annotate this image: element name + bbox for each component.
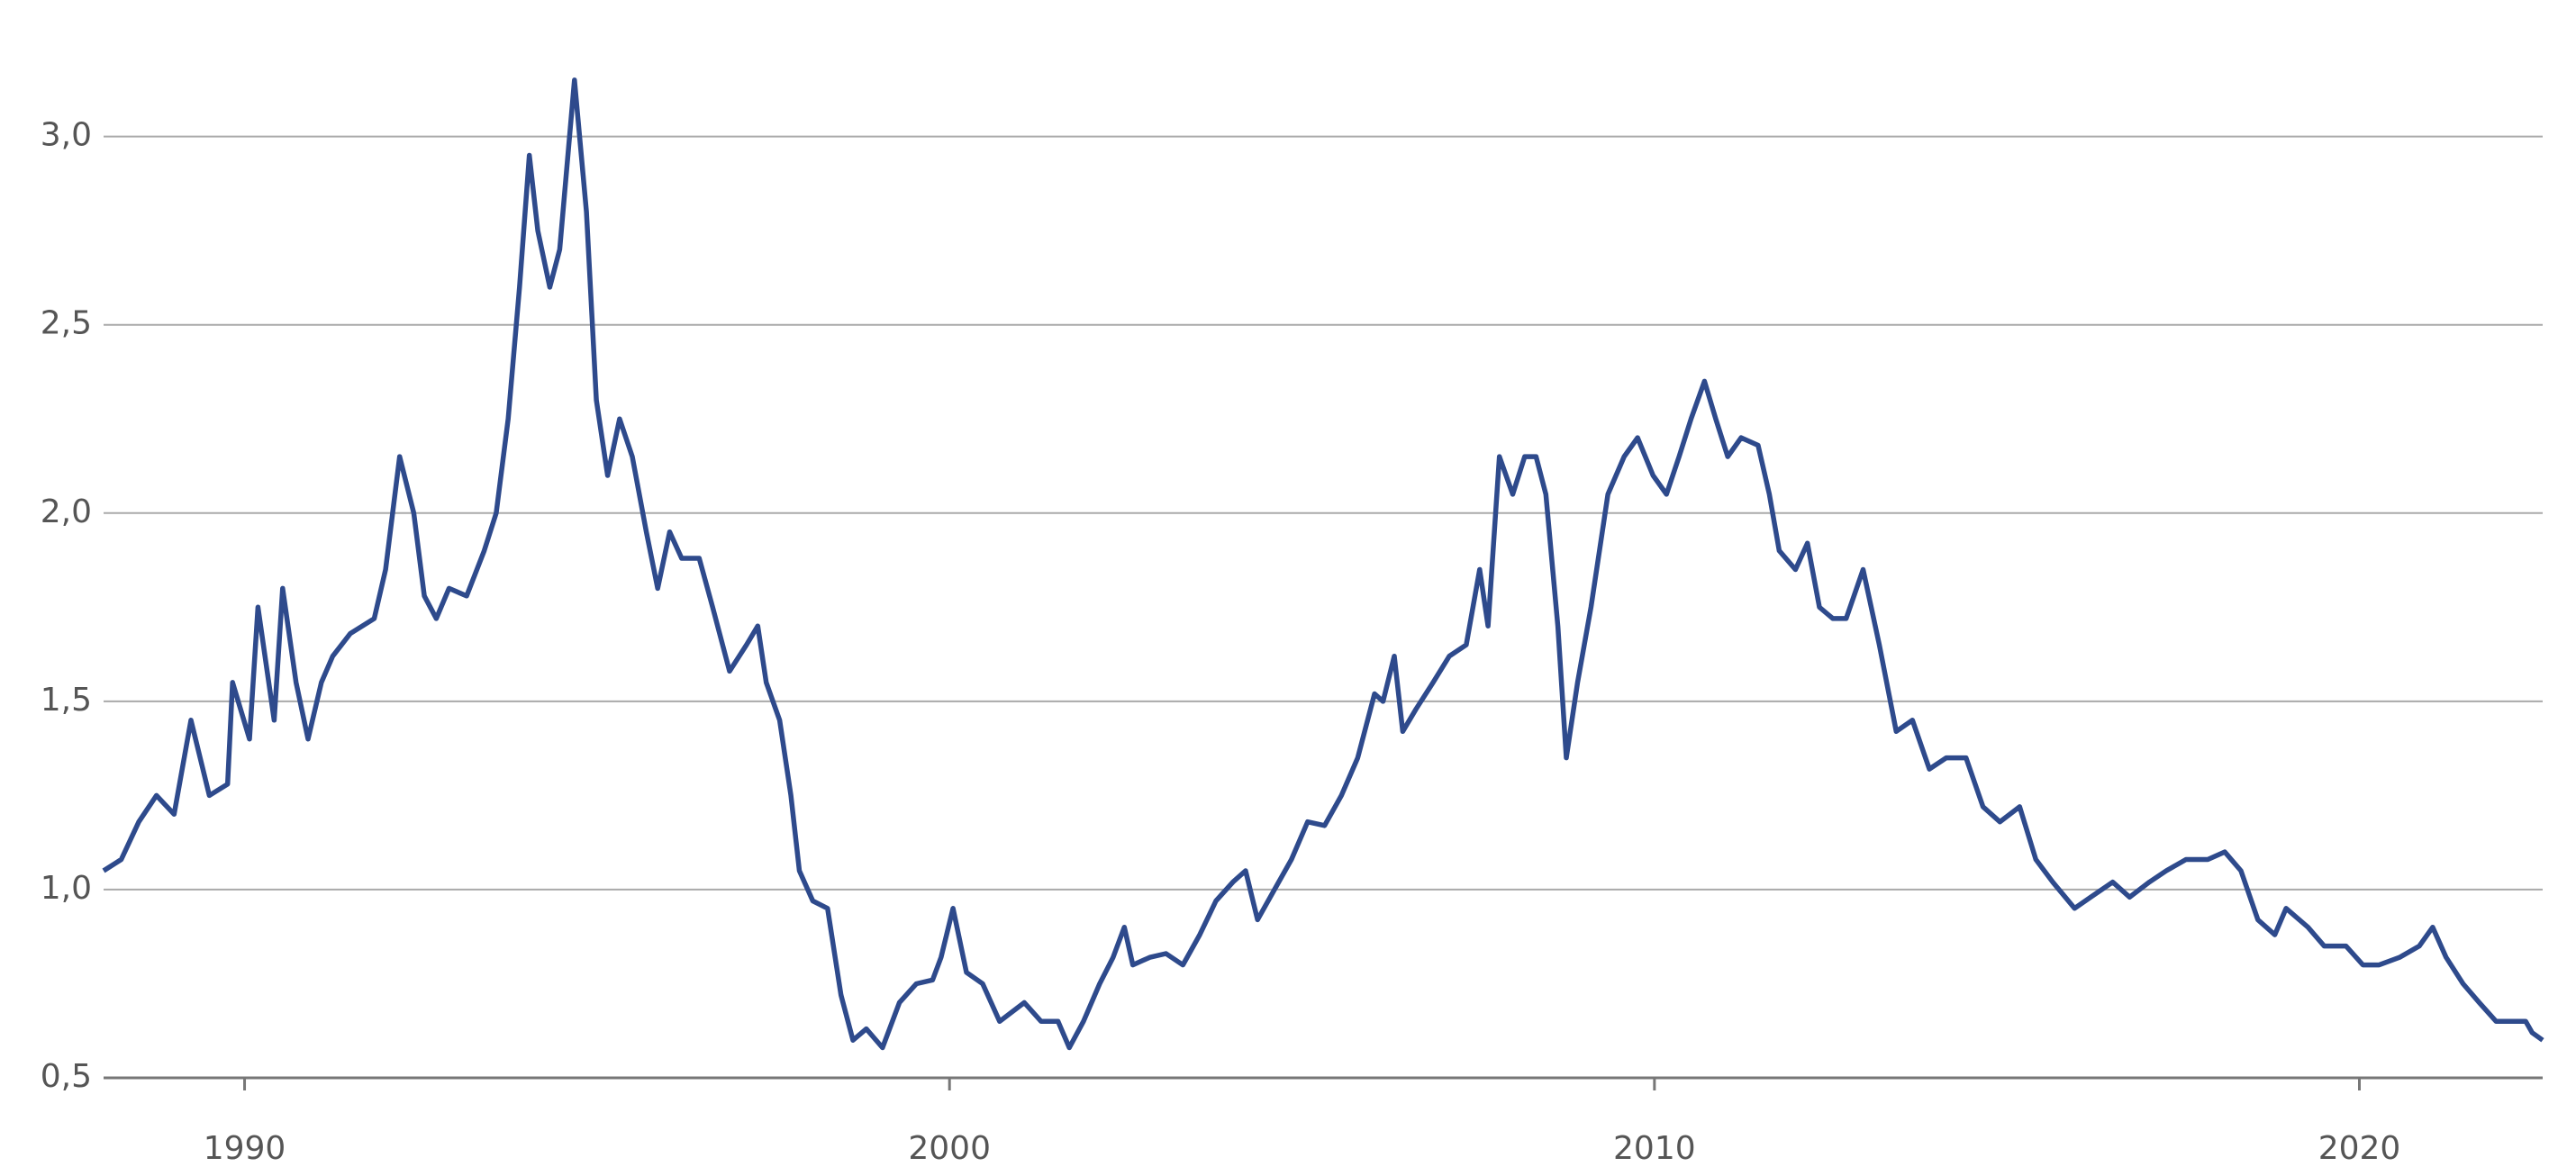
x-tick-label: 2010 — [1613, 1130, 1696, 1167]
y-tick-label: 2,0 — [41, 493, 92, 530]
y-tick-label: 0,5 — [41, 1058, 92, 1095]
data-line — [102, 77, 2544, 1051]
x-tick-label: 2000 — [908, 1130, 991, 1167]
y-tick-label: 2,5 — [41, 305, 92, 342]
x-tick-label: 1990 — [204, 1130, 286, 1167]
y-tick-label: 3,0 — [41, 117, 92, 154]
y-tick-label: 1,5 — [41, 682, 92, 719]
x-tick-label: 2020 — [2318, 1130, 2401, 1167]
y-tick-label: 1,0 — [41, 870, 92, 907]
